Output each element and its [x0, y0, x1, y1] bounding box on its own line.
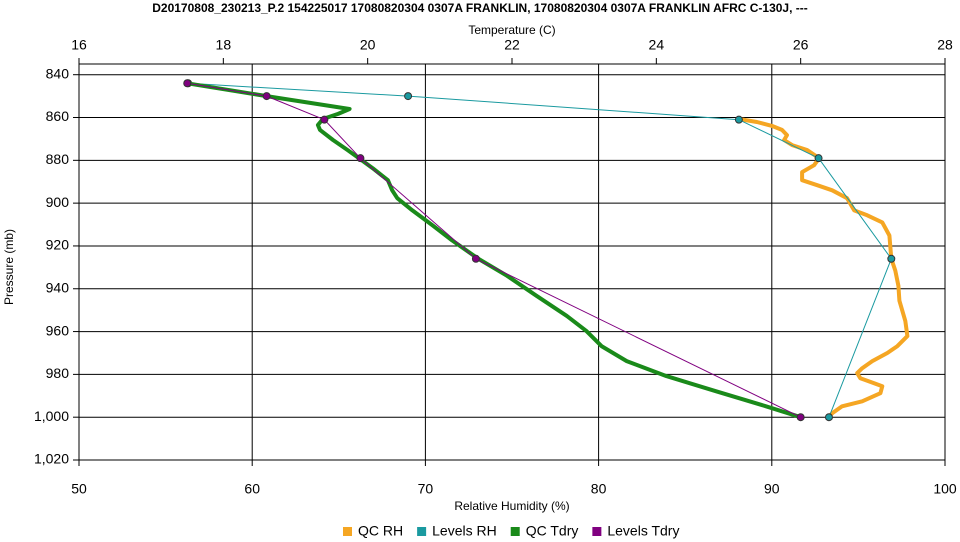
- y-tick-label: 1,000: [34, 408, 69, 424]
- y-tick-label: 840: [46, 65, 70, 81]
- y-tick-label: 900: [46, 194, 70, 210]
- x2-tick-label: 16: [71, 37, 87, 53]
- plot-frame: [78, 63, 946, 461]
- qc-line: [186, 81, 802, 420]
- chart-title: D20170808_230213_P.2 154225017 170808203…: [152, 1, 808, 15]
- level-marker: [887, 254, 896, 263]
- level-marker: [814, 154, 823, 163]
- y-tick-label: 880: [46, 151, 70, 167]
- x-axis-title: Relative Humidity (%): [454, 499, 569, 513]
- legend-swatch: [510, 527, 520, 536]
- level-marker: [734, 115, 743, 124]
- y-tick-label: 1,020: [34, 451, 69, 467]
- plot-area: [73, 58, 946, 466]
- legend-label: QC Tdry: [526, 523, 579, 539]
- legend: QC RH Levels RH QC Tdry Levels Tdry: [343, 523, 679, 539]
- y-axis-title: Pressure (mb): [2, 229, 16, 305]
- y-tick-label: 860: [46, 108, 70, 124]
- level-line: [188, 82, 892, 418]
- level-marker: [356, 154, 365, 163]
- x-tick-label: 80: [591, 481, 607, 497]
- y-tick-label: 960: [46, 322, 70, 338]
- level-marker: [262, 92, 271, 101]
- x2-tick-label: 24: [649, 37, 665, 53]
- legend-label: Levels Tdry: [607, 523, 679, 539]
- level-marker: [824, 413, 833, 422]
- level-marker: [471, 254, 480, 263]
- legend-swatch: [592, 527, 602, 536]
- legend-label: Levels RH: [432, 523, 497, 539]
- legend-label: QC RH: [358, 523, 403, 539]
- x-tick-label: 100: [933, 481, 957, 497]
- x-tick-label: 60: [244, 481, 260, 497]
- x2-tick-label: 26: [793, 37, 809, 53]
- x2-tick-label: 28: [937, 37, 953, 53]
- x2-axis-title: Temperature (C): [468, 23, 555, 37]
- y-tick-label: 940: [46, 279, 70, 295]
- x2-tick-label: 20: [360, 37, 376, 53]
- y-tick-label: 920: [46, 237, 70, 253]
- level-marker: [796, 413, 805, 422]
- y-tick-label: 980: [46, 365, 70, 381]
- level-line: [187, 82, 801, 418]
- legend-swatch: [343, 527, 352, 536]
- level-marker: [404, 92, 413, 101]
- x2-tick-label: 22: [504, 37, 520, 53]
- level-marker: [320, 115, 329, 124]
- level-marker: [183, 79, 192, 88]
- x-tick-label: 90: [764, 481, 780, 497]
- x2-tick-label: 18: [216, 37, 232, 53]
- x-tick-label: 50: [71, 481, 87, 497]
- legend-swatch: [417, 527, 427, 536]
- x-tick-label: 70: [418, 481, 434, 497]
